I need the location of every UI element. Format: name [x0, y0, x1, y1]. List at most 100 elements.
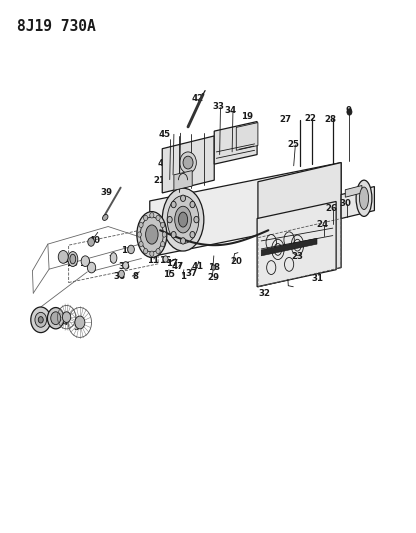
Text: 12: 12 [79, 260, 91, 268]
Circle shape [161, 241, 165, 247]
Text: 35: 35 [119, 262, 131, 271]
Text: 21: 21 [153, 176, 165, 184]
Text: 2: 2 [36, 317, 42, 325]
Ellipse shape [110, 253, 117, 263]
Circle shape [183, 156, 193, 169]
Text: 41: 41 [192, 262, 204, 271]
Polygon shape [258, 163, 341, 287]
Text: 30: 30 [339, 199, 351, 208]
Circle shape [38, 317, 43, 323]
Circle shape [171, 201, 176, 208]
Text: 44: 44 [166, 146, 179, 155]
Circle shape [35, 312, 47, 327]
Circle shape [156, 248, 160, 254]
Circle shape [88, 238, 94, 246]
Text: 47: 47 [171, 262, 184, 271]
Ellipse shape [167, 196, 199, 244]
Polygon shape [174, 171, 192, 190]
Text: 29: 29 [207, 273, 219, 281]
Circle shape [194, 216, 199, 223]
Text: 10: 10 [121, 246, 133, 255]
Circle shape [81, 256, 89, 266]
Circle shape [156, 215, 160, 221]
Text: 43: 43 [166, 182, 178, 191]
Text: 27: 27 [279, 116, 291, 124]
Circle shape [150, 251, 154, 256]
Circle shape [181, 195, 186, 201]
Ellipse shape [140, 217, 163, 252]
Text: 9: 9 [346, 107, 352, 115]
Circle shape [211, 265, 215, 270]
Circle shape [181, 238, 186, 244]
Text: 32: 32 [258, 289, 270, 297]
Text: 25: 25 [288, 141, 300, 149]
Ellipse shape [359, 187, 369, 209]
Circle shape [180, 152, 196, 173]
Polygon shape [214, 122, 257, 164]
Text: 14: 14 [59, 256, 72, 264]
Ellipse shape [102, 214, 108, 221]
Polygon shape [236, 123, 258, 150]
Circle shape [58, 251, 68, 263]
Text: 45: 45 [158, 130, 170, 139]
Ellipse shape [175, 206, 191, 233]
Circle shape [144, 215, 148, 221]
Text: 46: 46 [157, 159, 170, 168]
Text: 7: 7 [109, 255, 114, 264]
Circle shape [47, 308, 64, 329]
Text: 4: 4 [62, 318, 67, 327]
Circle shape [190, 201, 195, 208]
Text: 11: 11 [147, 256, 159, 264]
Text: 34: 34 [225, 106, 237, 115]
Text: 1: 1 [180, 272, 186, 280]
Polygon shape [150, 163, 341, 257]
Ellipse shape [146, 225, 158, 244]
Text: 36: 36 [114, 272, 126, 280]
Polygon shape [345, 185, 362, 197]
Circle shape [162, 232, 166, 237]
Text: 31: 31 [311, 274, 323, 283]
Ellipse shape [356, 180, 372, 216]
Text: 8: 8 [133, 272, 139, 280]
Circle shape [347, 109, 352, 115]
Text: 19: 19 [242, 112, 253, 120]
Text: 26: 26 [325, 205, 337, 213]
Text: 8J19 730A: 8J19 730A [17, 19, 95, 34]
Text: 18: 18 [208, 263, 220, 272]
Text: 40: 40 [89, 237, 101, 245]
Text: 24: 24 [316, 221, 329, 229]
Circle shape [137, 232, 141, 237]
Text: 33: 33 [213, 102, 224, 111]
Polygon shape [162, 136, 214, 193]
Polygon shape [341, 187, 374, 219]
Text: 15: 15 [163, 270, 175, 279]
Circle shape [51, 312, 61, 325]
Circle shape [31, 307, 51, 333]
Text: 28: 28 [324, 116, 336, 124]
Circle shape [190, 231, 195, 238]
Circle shape [123, 262, 129, 269]
Polygon shape [257, 201, 336, 287]
Ellipse shape [162, 188, 204, 251]
Text: 37: 37 [185, 269, 198, 278]
Circle shape [119, 270, 124, 278]
Circle shape [163, 256, 168, 262]
Text: 6: 6 [89, 265, 95, 274]
Text: 5: 5 [73, 324, 79, 332]
Circle shape [139, 222, 143, 228]
Ellipse shape [178, 212, 188, 227]
Text: 20: 20 [230, 257, 242, 265]
Text: 42: 42 [191, 94, 204, 103]
Ellipse shape [70, 254, 76, 264]
Text: 3: 3 [48, 318, 54, 326]
Text: 38: 38 [197, 148, 208, 156]
Text: 22: 22 [304, 114, 316, 123]
Text: 16: 16 [159, 256, 171, 264]
Text: 23: 23 [292, 253, 303, 261]
Ellipse shape [68, 252, 78, 266]
Circle shape [171, 231, 176, 238]
Circle shape [75, 316, 85, 329]
Circle shape [167, 216, 172, 223]
Circle shape [161, 222, 165, 228]
Circle shape [150, 213, 154, 218]
